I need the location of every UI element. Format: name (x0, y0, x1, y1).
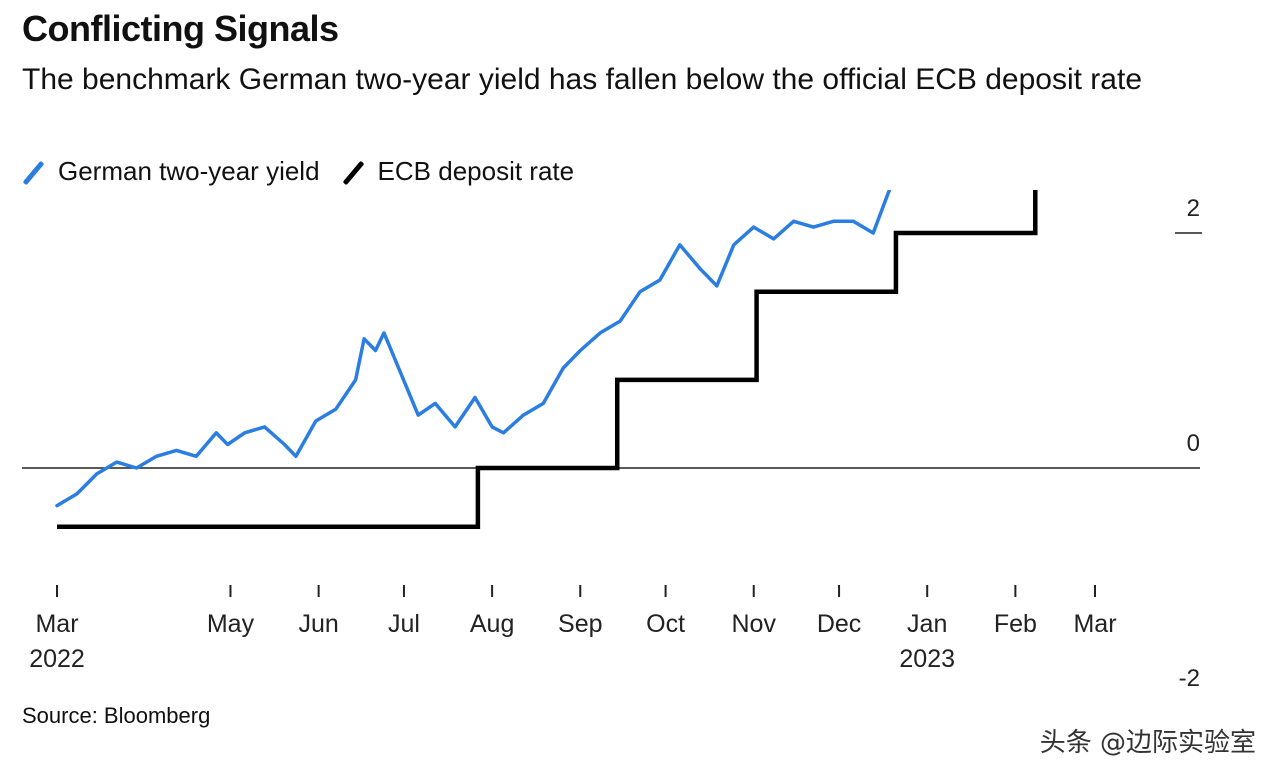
legend-label-ecb: ECB deposit rate (377, 156, 575, 186)
x-tick-label: May (207, 610, 255, 638)
chart-title: Conflicting Signals (22, 8, 339, 49)
legend-swatch-yield (22, 159, 44, 185)
y-tick-label: 2 (1187, 195, 1200, 222)
y-tick-label: -2 (1179, 665, 1200, 690)
x-tick-label: Mar (35, 610, 78, 638)
x-tick-label: Jul (388, 610, 420, 638)
german-two-year-yield-line (55, 190, 892, 508)
chart-subtitle: The benchmark German two-year yield has … (22, 63, 1143, 96)
x-tick-label: Jun (298, 610, 338, 638)
legend-label-yield: German two-year yield (58, 156, 320, 186)
x-tick-label: Mar (1073, 610, 1116, 638)
legend: German two-year yield ECB deposit rate (22, 156, 596, 187)
x-tick-label: Dec (817, 610, 861, 638)
x-tick-label: Nov (732, 610, 777, 638)
legend-swatch-ecb (342, 159, 364, 185)
ecb-deposit-rate-line (57, 190, 1038, 529)
x-tick-year-label: 2023 (899, 645, 955, 673)
x-tick-label: Oct (646, 610, 685, 638)
y-tick-label: 0 (1187, 430, 1200, 457)
legend-item-ecb: ECB deposit rate (342, 156, 575, 187)
x-tick-label: Feb (994, 610, 1037, 638)
chart-plot: 4%20-2Mar2022MayJunJulAugSepOctNovDecJan… (22, 190, 1202, 690)
legend-item-yield: German two-year yield (22, 156, 320, 187)
x-tick-label: Jan (907, 610, 947, 638)
x-tick-label: Sep (558, 610, 602, 638)
x-tick-label: Aug (470, 610, 514, 638)
x-tick-year-label: 2022 (29, 645, 85, 673)
source-note: Source: Bloomberg (22, 703, 211, 728)
watermark: 头条 @边际实验室 (1039, 728, 1256, 758)
